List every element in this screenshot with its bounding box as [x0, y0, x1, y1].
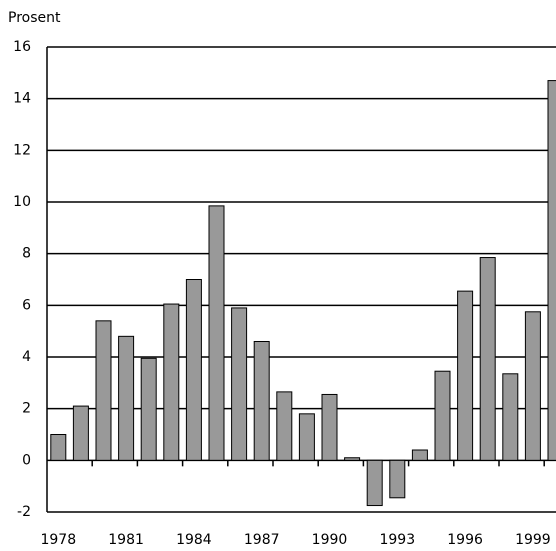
bar: [163, 303, 180, 461]
y-tick-label: 12: [13, 142, 31, 158]
y-tick-label: 8: [22, 246, 31, 262]
bar: [50, 434, 67, 461]
bar: [298, 413, 315, 461]
x-tick-label: 1987: [244, 532, 280, 548]
y-tick-label: 10: [13, 194, 31, 210]
bar: [434, 370, 451, 461]
x-tick-label: 1990: [312, 532, 348, 548]
x-tick-label: 1993: [379, 532, 415, 548]
bar: [366, 459, 383, 507]
bar: [72, 405, 89, 461]
y-tick-label: 6: [22, 297, 31, 313]
bar: [502, 373, 519, 461]
bar: [208, 205, 225, 461]
bar: [185, 279, 202, 461]
y-axis-label: Prosent: [8, 10, 61, 26]
x-tick-label: 1996: [447, 532, 483, 548]
bar: [276, 391, 293, 461]
y-tick-label: 14: [13, 91, 31, 107]
bar: [231, 307, 248, 461]
bar: [457, 290, 474, 461]
bar: [547, 80, 556, 461]
bar: [389, 459, 406, 499]
x-tick-label: 1978: [40, 532, 76, 548]
bar: [95, 320, 112, 461]
y-tick-label: 2: [22, 401, 31, 417]
bar: [118, 335, 135, 461]
bar: [411, 449, 428, 461]
x-tick-label: 1999: [515, 532, 551, 548]
y-tick-label: -2: [17, 504, 31, 520]
bar: [524, 311, 541, 461]
bar: [479, 257, 496, 461]
bar: [321, 393, 338, 461]
bar: [344, 457, 361, 461]
bar: [140, 357, 157, 461]
x-tick-label: 1981: [108, 532, 144, 548]
y-tick-label: 4: [22, 349, 31, 365]
x-tick-label: 1984: [176, 532, 212, 548]
y-tick-label: 16: [13, 39, 31, 55]
bar: [253, 341, 270, 461]
y-tick-label: 0: [22, 452, 31, 468]
